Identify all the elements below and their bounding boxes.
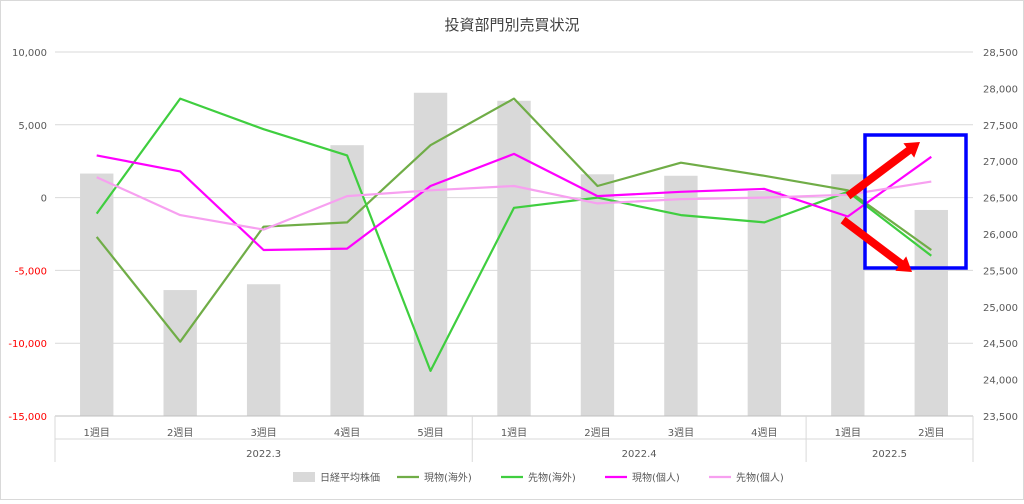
category-label: 2週目 — [167, 427, 193, 439]
bar — [914, 209, 948, 416]
bar — [330, 145, 364, 416]
right-tick-label: 25,500 — [983, 266, 1018, 277]
legend-item: 先物(個人) — [709, 471, 784, 484]
series-line — [95, 97, 932, 372]
arrow-shape — [840, 216, 912, 272]
category-label: 4週目 — [334, 427, 360, 439]
group-label: 2022.5 — [872, 449, 907, 460]
left-axis: 10,000 5,000 0 -5,000 -10,000 -15,000 — [8, 48, 47, 423]
group-label: 2022.3 — [246, 449, 281, 460]
bar — [163, 290, 197, 416]
category-label: 1週目 — [84, 427, 110, 439]
right-tick-label: 26,500 — [983, 194, 1018, 205]
legend-item: 現物(個人) — [605, 471, 680, 484]
left-tick-label: -15,000 — [8, 412, 47, 423]
category-label: 2週目 — [918, 427, 944, 439]
x-axis: 1週目 2週目 3週目 4週目 5週目 1週目 2週目 3週目 4週目 1週目 2週目 2022.3 2… — [54, 415, 974, 462]
bar — [831, 174, 865, 416]
series-line — [96, 176, 932, 231]
right-tick-label: 24,000 — [983, 376, 1018, 387]
category-label: 3週目 — [668, 427, 694, 439]
left-tick-label: 5,000 — [18, 121, 47, 132]
bar — [80, 173, 114, 416]
arrow-shape — [845, 142, 920, 200]
legend-label: 現物(個人) — [632, 471, 680, 484]
arrow-down-right — [840, 216, 912, 272]
legend-label: 先物(個人) — [736, 471, 784, 484]
category-label: 2週目 — [584, 427, 610, 439]
right-tick-label: 28,500 — [983, 48, 1018, 59]
category-label: 3週目 — [250, 427, 276, 439]
right-axis: 23,500 24,000 24,500 25,000 25,500 26,000 26,5… — [983, 48, 1018, 423]
left-tick-label: 0 — [41, 194, 47, 205]
legend-item: 日経平均株価 — [293, 471, 380, 484]
bar — [580, 174, 615, 416]
right-tick-label: 23,500 — [983, 412, 1018, 423]
highlight-box — [863, 133, 968, 270]
category-label: 4週目 — [751, 427, 777, 439]
legend-label: 先物(海外) — [528, 471, 576, 484]
category-label: 1週目 — [501, 427, 527, 439]
category-label: 5週目 — [417, 427, 443, 439]
legend-swatch — [293, 472, 315, 482]
annotation-highlight — [840, 133, 968, 272]
bar — [246, 284, 281, 416]
bar — [747, 191, 782, 416]
left-tick-label: -5,000 — [15, 266, 47, 277]
left-tick-label: -10,000 — [8, 339, 47, 350]
legend: 日経平均株価 現物(海外) 先物(海外) 現物(個人) 先物(個人) — [293, 471, 784, 484]
legend-label: 現物(海外) — [424, 471, 472, 484]
line-series — [95, 97, 932, 372]
bar — [497, 100, 531, 416]
legend-label: 日経平均株価 — [320, 471, 380, 484]
right-tick-label: 26,000 — [983, 230, 1018, 241]
bar — [413, 92, 448, 416]
group-label: 2022.4 — [622, 449, 657, 460]
legend-item: 現物(海外) — [397, 471, 472, 484]
left-tick-label: 10,000 — [12, 48, 47, 59]
right-tick-label: 24,500 — [983, 339, 1018, 350]
right-tick-label: 27,000 — [983, 157, 1018, 168]
right-tick-label: 28,000 — [983, 84, 1018, 95]
right-tick-label: 27,500 — [983, 121, 1018, 132]
category-label: 1週目 — [835, 427, 861, 439]
arrow-up-right — [845, 142, 920, 200]
right-tick-label: 25,000 — [983, 303, 1018, 314]
chart-title: 投資部門別売買状況 — [444, 16, 579, 34]
series-line — [95, 97, 932, 343]
bar-series — [80, 92, 948, 416]
legend-item: 先物(海外) — [501, 471, 576, 484]
